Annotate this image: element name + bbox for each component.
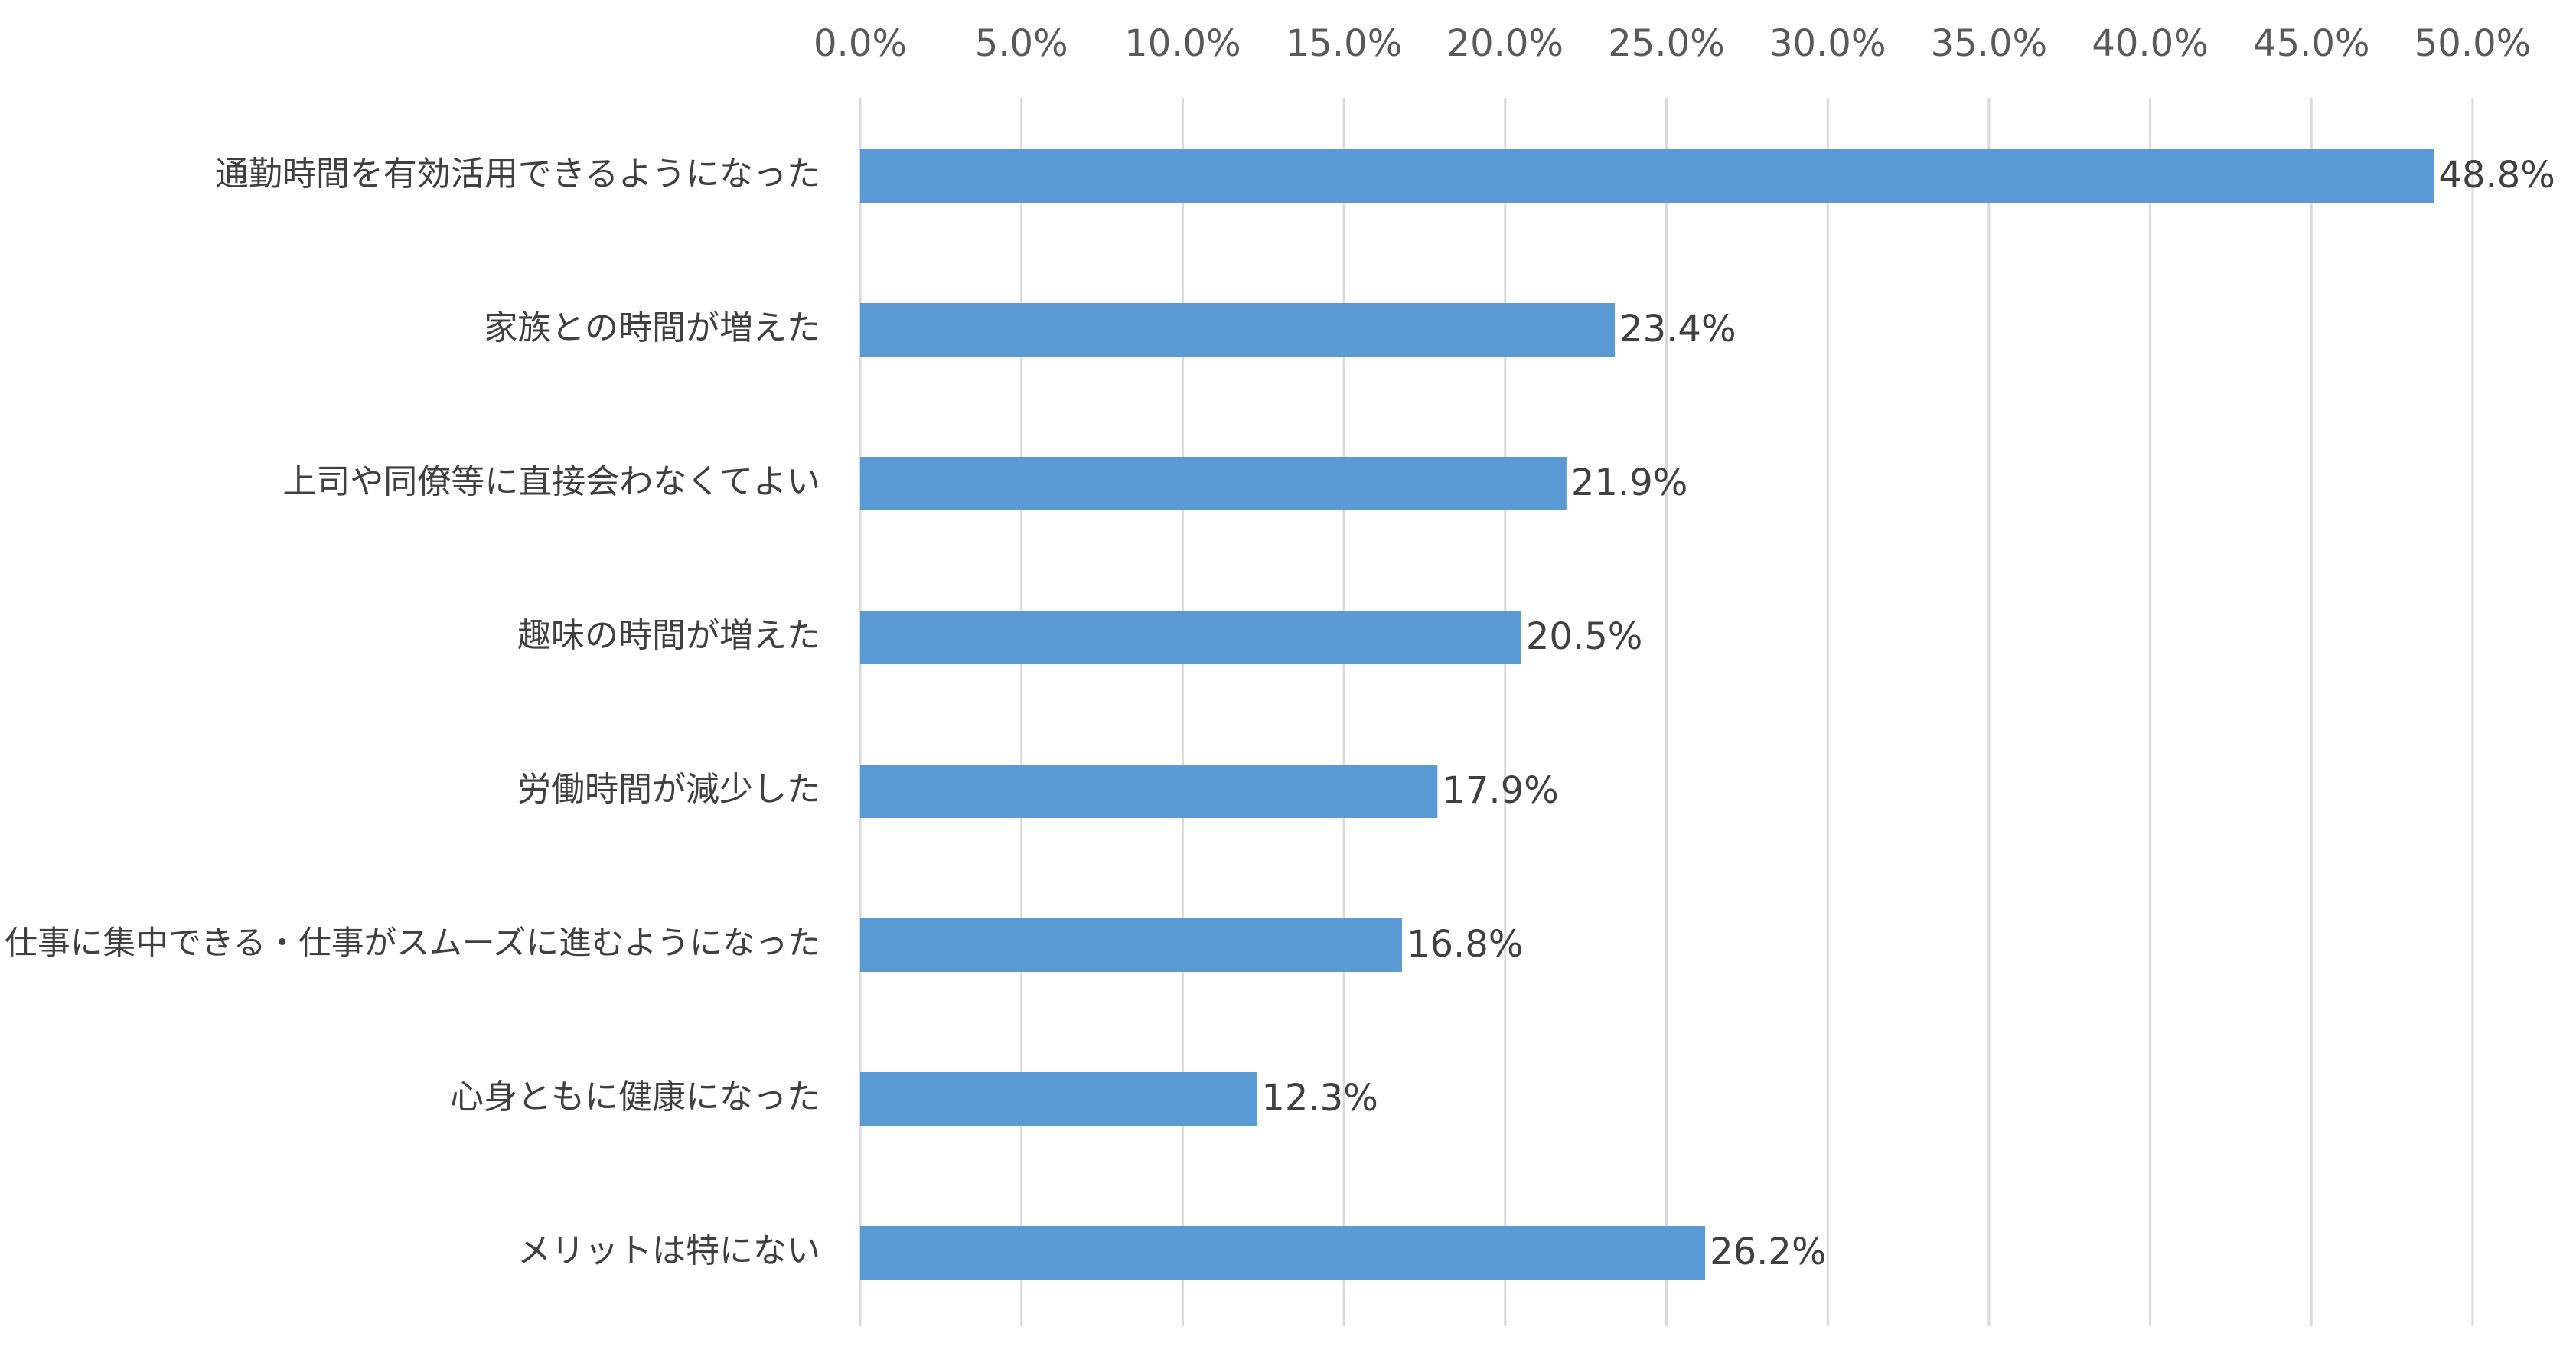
x-tick-label: 5.0% [975, 22, 1068, 65]
bar [860, 303, 1616, 357]
category-label: 家族との時間が増えた [484, 308, 820, 347]
data-label: 48.8% [2438, 154, 2555, 197]
category-label: 仕事に集中できる・仕事がスムーズに進むようになった [5, 924, 820, 963]
data-label: 16.8% [1407, 923, 1523, 966]
bar [860, 918, 1402, 972]
x-tick-label: 50.0% [2415, 22, 2531, 65]
bar [860, 765, 1438, 818]
x-tick-label: 10.0% [1124, 22, 1241, 65]
x-tick-label: 40.0% [2092, 22, 2208, 65]
category-label: 上司や同僚等に直接会わなくてよい [282, 462, 820, 501]
x-tick-label: 15.0% [1286, 22, 1402, 65]
bar [860, 611, 1521, 664]
category-label: 通勤時間を有効活用できるようになった [215, 155, 820, 194]
data-label: 21.9% [1571, 461, 1687, 504]
bars [860, 149, 2434, 1280]
x-axis-ticks: 0.0% 5.0% 10.0% 15.0% 20.0% 25.0% 30.0% 35.0% 40… [814, 22, 2531, 65]
category-label: 心身ともに健康になった [450, 1077, 820, 1117]
category-label: 労働時間が減少した [517, 770, 820, 809]
x-tick-label: 20.0% [1447, 22, 1564, 65]
data-label: 12.3% [1261, 1077, 1378, 1120]
data-label: 17.9% [1442, 769, 1558, 812]
category-label: 趣味の時間が増えた [517, 616, 820, 655]
bar [860, 149, 2434, 203]
category-label: メリットは特にない [517, 1231, 820, 1270]
data-label: 20.5% [1526, 615, 1642, 658]
x-tick-label: 0.0% [814, 22, 907, 65]
data-label: 23.4% [1619, 308, 1736, 350]
bar [860, 457, 1567, 510]
x-tick-label: 35.0% [1931, 22, 2047, 65]
bar [860, 1072, 1257, 1126]
x-tick-label: 25.0% [1608, 22, 1724, 65]
x-tick-label: 45.0% [2253, 22, 2369, 65]
x-tick-label: 30.0% [1769, 22, 1886, 65]
data-labels: 48.8% 23.4% 21.9% 20.5% 17.9% 16.8% 12.3% 26.2% [1261, 154, 2555, 1273]
data-label: 26.2% [1710, 1231, 1826, 1273]
bar [860, 1226, 1706, 1280]
category-labels: 通勤時間を有効活用できるようになった家族との時間が増えた上司や同僚等に直接会わな… [5, 155, 820, 1270]
gridlines [859, 98, 2474, 1326]
